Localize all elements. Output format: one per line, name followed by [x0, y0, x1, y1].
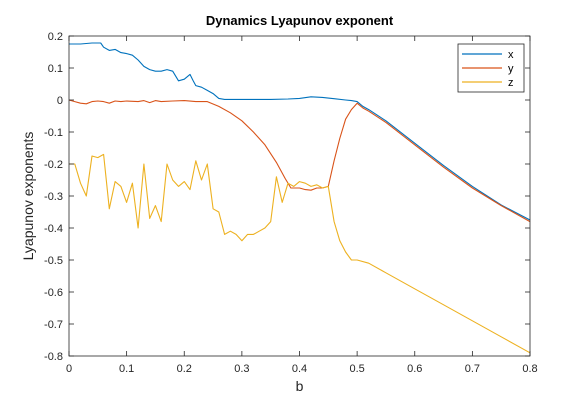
chart-title: Dynamics Lyapunov exponent — [206, 13, 394, 28]
x-tick-label: 0.2 — [177, 363, 192, 375]
x-tick-label: 0.8 — [522, 363, 537, 375]
y-tick-label: -0.1 — [44, 127, 63, 139]
y-tick-label: 0.1 — [48, 63, 63, 75]
x-axis: 0 0.1 0.2 0.3 0.4 0.5 0.6 0.7 0.8 — [66, 36, 538, 375]
y-tick-label: 0.2 — [48, 31, 63, 43]
y-tick-label: -0.3 — [44, 191, 63, 203]
y-tick-label: -0.6 — [44, 287, 63, 299]
x-tick-label: 0.3 — [234, 363, 249, 375]
plot-background — [69, 36, 530, 356]
x-axis-label: b — [296, 378, 304, 394]
y-tick-label: -0.7 — [44, 319, 63, 331]
legend: xyz — [457, 43, 525, 93]
series-line-z — [69, 153, 531, 354]
y-axis-label: Lyapunov exponents — [20, 132, 36, 261]
y-tick-label: -0.8 — [44, 351, 63, 363]
y-tick-label: -0.4 — [44, 223, 63, 235]
y-tick-label: 0 — [57, 95, 63, 107]
y-tick-label: -0.2 — [44, 159, 63, 171]
x-tick-label: 0.4 — [292, 363, 307, 375]
y-axis: -0.8 -0.7 -0.6 -0.5 -0.4 -0.3 -0.2 -0.1 0 0.1 0.2 — [44, 31, 530, 363]
x-tick-label: 0.1 — [119, 363, 134, 375]
x-tick-label: 0.7 — [465, 363, 480, 375]
legend-label-z: z — [508, 77, 514, 89]
x-tick-label: 0 — [66, 363, 72, 375]
x-tick-label: 0.6 — [407, 363, 422, 375]
y-tick-label: -0.5 — [44, 255, 63, 267]
x-tick-label: 0.5 — [349, 363, 364, 375]
series-line-x — [69, 42, 531, 221]
series-layer — [68, 42, 531, 354]
legend-label-x: x — [508, 49, 514, 61]
legend-label-y: y — [508, 63, 514, 75]
series-line-y — [68, 99, 531, 223]
plot-area — [69, 36, 530, 356]
